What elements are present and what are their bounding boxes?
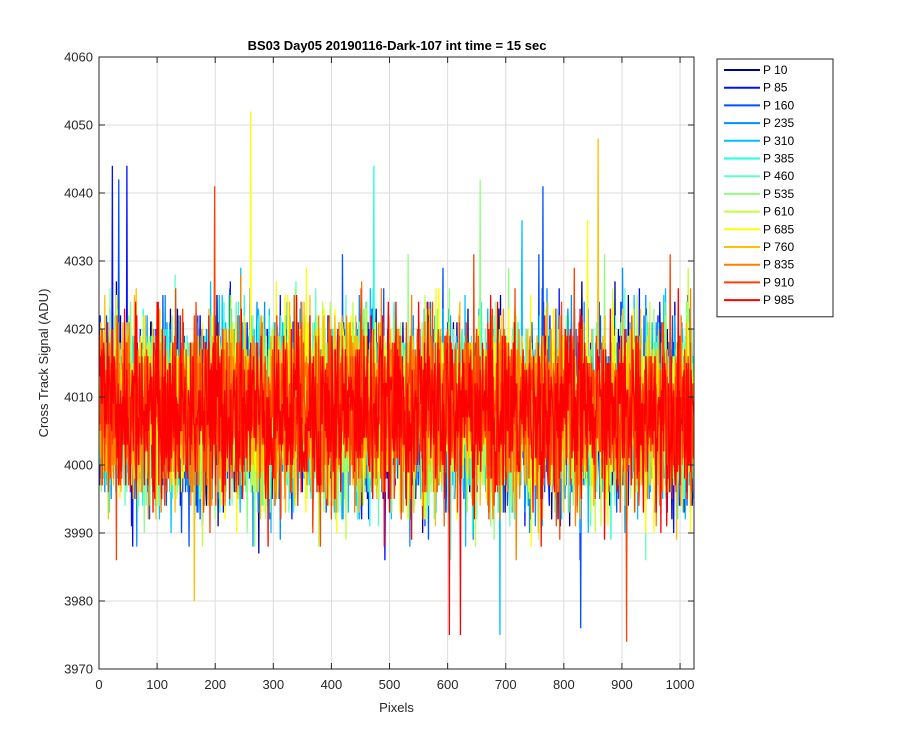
- legend-label: P 460: [763, 169, 794, 183]
- x-tick-label: 200: [204, 677, 226, 692]
- legend-label: P 760: [763, 240, 794, 254]
- y-tick-label: 4060: [64, 50, 93, 65]
- x-tick-label: 900: [611, 677, 633, 692]
- plot-area: [98, 56, 695, 670]
- legend-entry: P 835: [724, 258, 794, 272]
- x-tick-label: 0: [95, 677, 102, 692]
- legend-entry: P 160: [724, 98, 794, 112]
- y-tick-label: 3970: [64, 662, 93, 677]
- legend-box: [716, 58, 834, 318]
- legend-entry: P 310: [724, 134, 794, 148]
- chart-title: BS03 Day05 20190116-Dark-107 int time = …: [248, 38, 547, 53]
- legend-entry: P 685: [724, 222, 794, 236]
- x-tick-label: 400: [321, 677, 343, 692]
- legend-entry: P 385: [724, 152, 794, 166]
- legend-entry: P 610: [724, 205, 794, 219]
- series-lines: [99, 111, 694, 642]
- x-tick-label: 300: [262, 677, 284, 692]
- x-tick-label: 100: [146, 677, 168, 692]
- legend-entry: P 910: [724, 275, 794, 289]
- x-tick-label: 1000: [666, 677, 695, 692]
- legend-label: P 685: [763, 222, 794, 236]
- legend-label: P 10: [763, 63, 788, 77]
- legend-entry: P 235: [724, 116, 794, 130]
- legend-entry: P 85: [724, 81, 788, 95]
- axis-ticks: [98, 56, 694, 670]
- legend-label: P 385: [763, 152, 794, 166]
- y-tick-label: 4050: [64, 118, 93, 133]
- y-tick-label: 4010: [64, 390, 93, 405]
- legend-entry: P 460: [724, 169, 794, 183]
- x-axis-label: Pixels: [379, 700, 414, 715]
- legend-entry: P 10: [724, 63, 788, 77]
- x-tick-label: 600: [437, 677, 459, 692]
- y-tick-label: 3990: [64, 526, 93, 541]
- legend-label: P 910: [763, 275, 794, 289]
- y-tick-label: 4020: [64, 322, 93, 337]
- legend-label: P 235: [763, 116, 794, 130]
- legend-label: P 610: [763, 205, 794, 219]
- legend-entry: P 985: [724, 293, 794, 307]
- legend-label: P 835: [763, 258, 794, 272]
- x-tick-label: 500: [379, 677, 401, 692]
- y-tick-label: 4040: [64, 186, 93, 201]
- plot-frame: [98, 56, 695, 670]
- legend-label: P 160: [763, 98, 794, 112]
- legend-label: P 310: [763, 134, 794, 148]
- legend-label: P 985: [763, 293, 794, 307]
- series-line-p-985: [99, 288, 694, 636]
- y-tick-label: 4030: [64, 254, 93, 269]
- x-tick-label: 800: [553, 677, 575, 692]
- y-tick-label: 3980: [64, 594, 93, 609]
- legend-entry: P 760: [724, 240, 794, 254]
- y-tick-label: 4000: [64, 458, 93, 473]
- legend-entry: P 535: [724, 187, 794, 201]
- x-tick-label: 700: [495, 677, 517, 692]
- y-axis-label: Cross Track Signal (ADU): [36, 289, 51, 438]
- legend: P 10 P 85 P 160 P 235 P 310 P 385 P 460 P 535 P …: [716, 58, 834, 318]
- legend-label: P 535: [763, 187, 794, 201]
- legend-label: P 85: [763, 81, 788, 95]
